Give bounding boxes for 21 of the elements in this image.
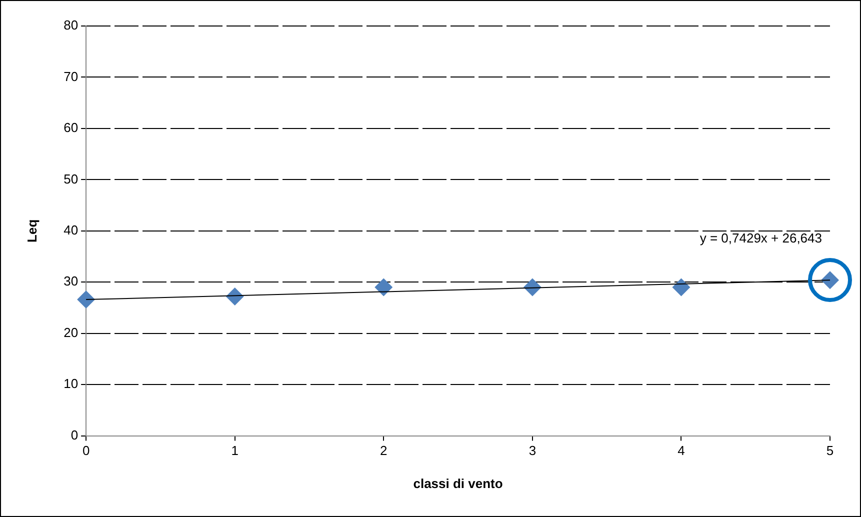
point — [374, 278, 393, 296]
y-tick-label: 30 — [64, 274, 78, 289]
x-tick-label: 1 — [231, 443, 238, 458]
y-tick-label: 80 — [64, 18, 78, 33]
point — [77, 290, 96, 309]
y-tick-label: 10 — [64, 376, 78, 392]
x-tick-label: 4 — [678, 443, 685, 458]
x-tick-label: 2 — [380, 443, 388, 458]
x-axis-title: classi di vento — [413, 476, 503, 491]
y-tick-label: 60 — [64, 120, 78, 136]
y-tick-label: 70 — [64, 68, 78, 84]
x-tick-label: 3 — [528, 443, 536, 458]
point — [672, 278, 690, 296]
y-axis-title: Leq — [24, 219, 40, 242]
y-tick-label: 40 — [64, 222, 78, 238]
y-tick-label: 50 — [64, 171, 78, 186]
x-tick-label: 0 — [82, 443, 90, 458]
x-tick-label: 5 — [826, 443, 834, 458]
annotation: y = 0,7429x + 26,643 — [700, 230, 822, 246]
y-tick-label: 20 — [64, 324, 78, 340]
y-tick-label: 0 — [70, 427, 78, 442]
